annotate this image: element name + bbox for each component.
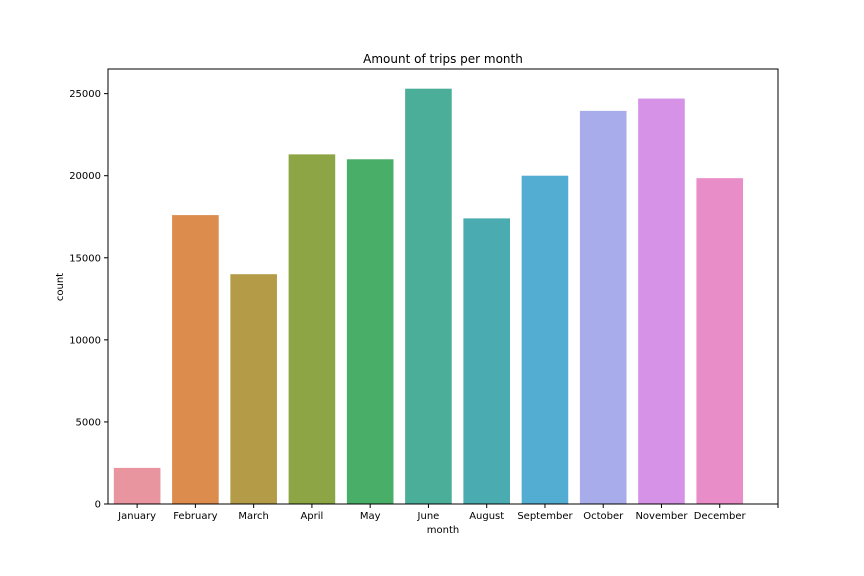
bar-june [405,88,452,504]
x-tick-label: December [694,511,747,522]
bar-august [463,218,510,504]
x-tick-label: January [117,511,156,522]
x-tick-label: March [238,511,268,522]
y-tick-label: 10000 [69,335,101,346]
x-tick-label: August [469,511,504,522]
bar-october [579,110,627,505]
x-axis-ticks: January February March April May June August Se… [117,504,779,522]
x-tick-label: June [417,511,440,522]
bar-february [172,215,219,504]
y-tick-label: 5000 [76,417,101,428]
bar-april [288,154,336,505]
bar-may [346,159,394,504]
y-axis-label: count [55,273,66,301]
y-tick-label: 15000 [69,253,101,264]
bar-march [230,274,277,504]
x-axis-label: month [427,525,459,536]
x-tick-label: February [173,511,217,522]
x-tick-label: October [583,511,624,522]
y-tick-label: 20000 [69,171,101,182]
chart-title: Amount of trips per month [363,52,523,66]
bar-september [521,175,569,504]
y-axis-ticks: 0 5000 10000 15000 20000 25000 [69,89,108,511]
bar-january [113,467,161,504]
x-tick-label: September [517,511,573,522]
x-tick-label: May [360,511,381,522]
plot-frame [107,68,779,505]
bar-november [638,98,685,505]
x-tick-label: November [635,511,688,522]
x-tick-label: April [300,511,323,522]
y-tick-label: 0 [95,500,101,511]
bar-december [696,178,744,504]
bars-group [113,88,744,505]
y-tick-label: 25000 [69,89,101,100]
